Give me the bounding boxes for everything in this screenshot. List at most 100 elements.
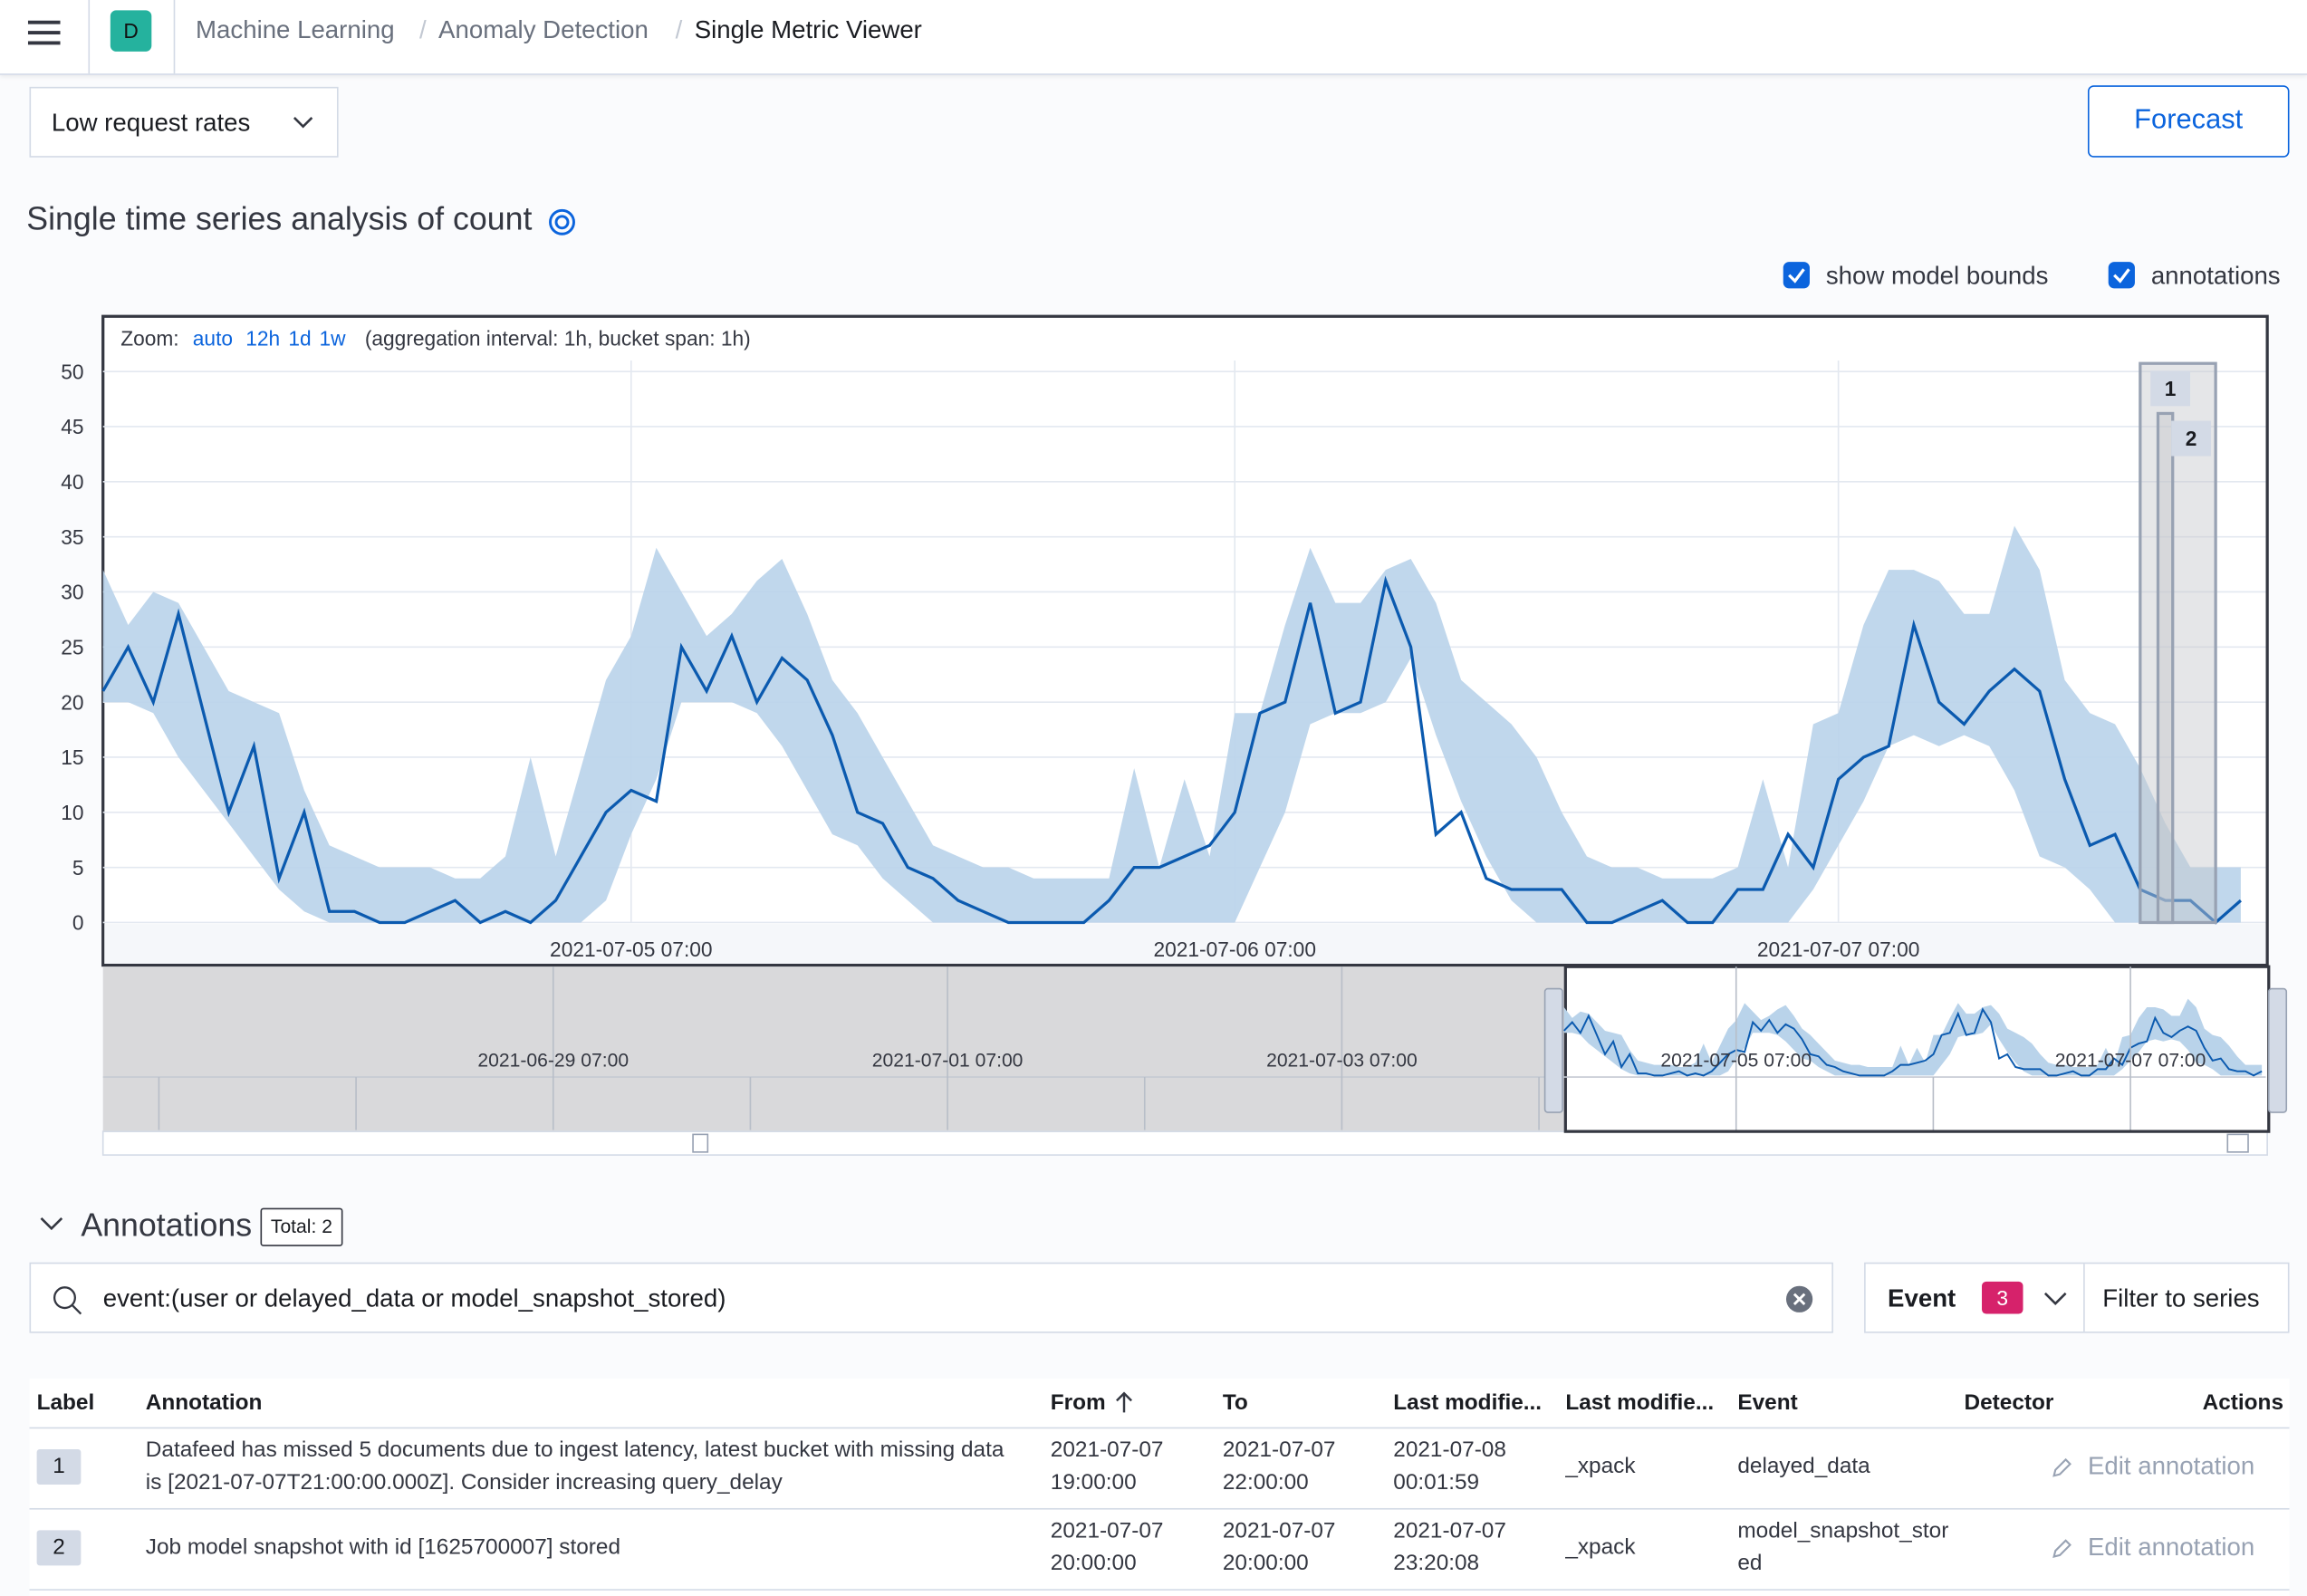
divider	[88, 0, 91, 74]
breadcrumb: Single Metric Viewer	[694, 15, 922, 44]
y-tick-label: 30	[61, 581, 83, 604]
overview-bounds	[1563, 998, 2263, 1076]
annotation-label: 1	[2165, 377, 2177, 400]
search-box[interactable]: event:(user or delayed_data or model_sna…	[29, 1262, 1833, 1333]
annotation-text: Datafeed has missed 5 documents due to i…	[145, 1437, 1005, 1495]
zoom-option[interactable]: 1d	[288, 327, 311, 351]
search-query: event:(user or delayed_data or model_sna…	[102, 1284, 726, 1312]
job-select[interactable]: Low request rates	[29, 86, 339, 158]
annotation-label-box	[2171, 420, 2211, 457]
column-header[interactable]: Last modifie...	[1565, 1390, 1715, 1416]
last-modified: 2021-07-07 23:20:08	[1393, 1518, 1506, 1576]
column-header[interactable]: From	[1050, 1390, 1106, 1416]
overview-tick-label: 2021-07-07 07:00	[2055, 1051, 2206, 1072]
overview-line	[1562, 1007, 2263, 1077]
zoom-option[interactable]: 12h	[245, 327, 280, 351]
event: model_snapshot_stored	[1737, 1518, 1949, 1576]
total-badge: Total: 2	[260, 1207, 343, 1246]
breadcrumb[interactable]: Anomaly Detection	[438, 15, 649, 44]
x-tick-label: 2021-07-06 07:00	[1153, 937, 1316, 961]
search-icon	[53, 1286, 82, 1315]
y-tick-label: 15	[61, 745, 83, 769]
divider	[2083, 1264, 2085, 1332]
from: 2021-07-07 20:00:00	[1050, 1518, 1164, 1576]
checkbox[interactable]	[1783, 262, 1810, 289]
scroll-handle[interactable]	[692, 1133, 709, 1153]
clear-button[interactable]	[1784, 1284, 1813, 1313]
event-filter[interactable]: Event	[1888, 1284, 1956, 1312]
zoom-option[interactable]: 1w	[319, 327, 346, 351]
y-tick-label: 40	[61, 470, 83, 494]
page-title: Single time series analysis of count	[26, 199, 533, 237]
column-header[interactable]: Last modifie...	[1393, 1390, 1543, 1416]
space-badge[interactable]: D	[110, 10, 152, 52]
row-label: 1	[36, 1448, 82, 1485]
section-title: Annotations	[81, 1206, 253, 1244]
filter-button[interactable]: Filter to series	[2102, 1284, 2260, 1312]
column-header: Label	[36, 1390, 95, 1416]
y-tick-label: 10	[61, 801, 83, 824]
header: D Machine Learning / Anomaly Detection /…	[0, 0, 2307, 75]
y-tick-label: 35	[61, 525, 83, 549]
y-tick-label: 20	[61, 690, 83, 714]
annotation-text: Job model snapshot with id [1625700007] …	[145, 1534, 621, 1560]
column-header[interactable]: Event	[1737, 1390, 1798, 1416]
chart: Zoom: auto 12h 1d 1w (aggregation interv…	[61, 314, 2288, 1156]
chevron[interactable]	[2043, 1292, 2067, 1306]
job-select-value: Low request rates	[51, 109, 251, 138]
help-icon[interactable]	[547, 207, 576, 236]
row-label: 2	[36, 1530, 82, 1566]
series-line	[101, 575, 2242, 925]
scroll-handle[interactable]	[2226, 1133, 2249, 1153]
event-count: 3	[1982, 1281, 2023, 1314]
forecast-button[interactable]: Forecast	[2087, 85, 2290, 158]
modified-by: _xpack	[1565, 1534, 1636, 1560]
checkbox-label[interactable]: show model bounds	[1825, 262, 2049, 290]
breadcrumb[interactable]: Machine Learning	[196, 15, 395, 44]
row-divider	[29, 1589, 2290, 1591]
zoom-label: Zoom:	[120, 327, 178, 351]
brush-handle[interactable]	[2267, 987, 2288, 1113]
x-tick-label: 2021-07-05 07:00	[550, 937, 713, 961]
divider	[173, 0, 176, 74]
y-tick-label: 50	[61, 360, 83, 383]
x-tick-label: 2021-07-07 07:00	[1757, 937, 1920, 961]
filter-group: Event 3 Filter to series	[1864, 1262, 2290, 1333]
zoom-option[interactable]: auto	[193, 327, 233, 351]
annotation-label-box	[2150, 370, 2191, 407]
overview-tick-label: 2021-07-01 07:00	[872, 1051, 1024, 1072]
zoom-info: (aggregation interval: 1h, bucket span: …	[365, 327, 751, 351]
chevron	[293, 117, 313, 129]
column-header[interactable]: Detector	[1964, 1390, 2054, 1416]
column-header: Actions	[2202, 1390, 2284, 1416]
menu-button[interactable]	[27, 19, 61, 45]
overview-tick-label: 2021-07-03 07:00	[1266, 1051, 1418, 1072]
checkbox[interactable]	[2108, 262, 2135, 289]
row-divider	[29, 1427, 2290, 1429]
collapse-toggle[interactable]	[38, 1216, 64, 1233]
breadcrumb-separator: /	[675, 15, 683, 44]
event: delayed_data	[1737, 1453, 1870, 1479]
from: 2021-07-07 19:00:00	[1050, 1437, 1164, 1495]
to: 2021-07-07 20:00:00	[1222, 1518, 1336, 1576]
to: 2021-07-07 22:00:00	[1222, 1437, 1336, 1495]
brush-handle[interactable]	[1543, 987, 1563, 1113]
edit-icon	[2051, 1537, 2071, 1559]
overview-tick-label: 2021-06-29 07:00	[477, 1051, 629, 1072]
breadcrumb-separator: /	[418, 15, 427, 44]
model-bounds	[102, 525, 2241, 923]
edit-icon	[2051, 1457, 2071, 1477]
annotation-region	[2139, 361, 2217, 925]
column-header[interactable]: To	[1222, 1390, 1248, 1416]
edit-annotation[interactable]: Edit annotation	[2087, 1452, 2255, 1481]
y-tick-label: 5	[72, 856, 84, 880]
checkbox-label[interactable]: annotations	[2150, 262, 2281, 290]
y-tick-label: 0	[72, 911, 84, 935]
annotation-region	[2156, 411, 2175, 925]
overview-tick-label: 2021-07-05 07:00	[1660, 1051, 1812, 1072]
edit-annotation[interactable]: Edit annotation	[2087, 1533, 2255, 1562]
sort-icon	[1116, 1391, 1132, 1413]
modified-by: _xpack	[1565, 1453, 1636, 1479]
